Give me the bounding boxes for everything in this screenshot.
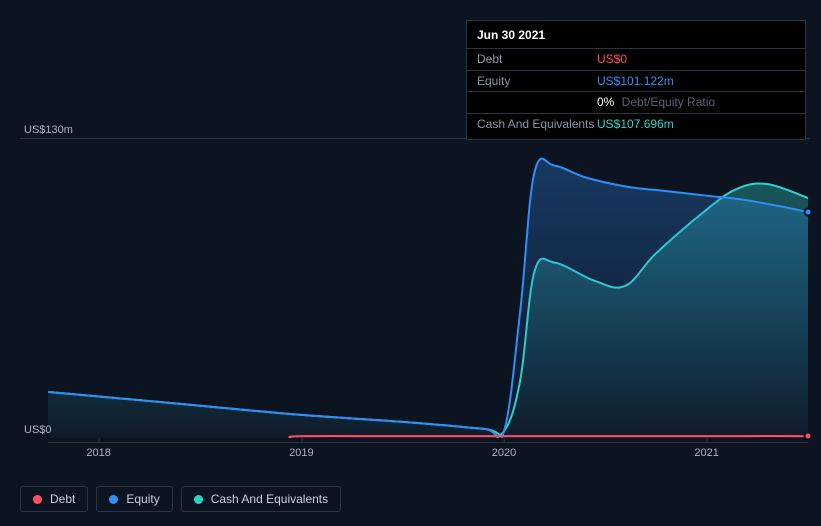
chart-legend: Debt Equity Cash And Equivalents [20, 486, 341, 512]
legend-item[interactable]: Equity [96, 486, 172, 512]
tooltip-row: DebtUS$0 [467, 48, 805, 70]
legend-item-label: Debt [50, 492, 75, 506]
series-area [48, 159, 808, 438]
x-axis-tick: 2018 [86, 443, 110, 459]
x-axis-tick-label: 2020 [492, 443, 516, 459]
tooltip-row: 0% Debt/Equity Ratio [467, 91, 805, 113]
tooltip-row-value: US$0 [597, 51, 627, 68]
x-axis-tick: 2021 [694, 443, 718, 459]
x-axis-tick-label: 2021 [694, 443, 718, 459]
x-axis-tick-label: 2019 [289, 443, 313, 459]
legend-dot-icon [33, 495, 42, 504]
tooltip-row-label: Cash And Equivalents [477, 116, 597, 133]
x-axis: 2018 2019 2020 2021 [48, 442, 808, 462]
x-axis-tick: 2020 [492, 443, 516, 459]
x-axis-tick-label: 2018 [86, 443, 110, 459]
legend-dot-icon [109, 495, 118, 504]
series-end-marker [804, 207, 813, 216]
legend-item[interactable]: Cash And Equivalents [181, 486, 341, 512]
tooltip-row-label [477, 94, 597, 111]
tooltip-row-label: Debt [477, 51, 597, 68]
chart-svg [48, 138, 808, 438]
tooltip-row-value: US$101.122m [597, 73, 674, 90]
tooltip-row-label: Equity [477, 73, 597, 90]
tooltip-date: Jun 30 2021 [467, 25, 805, 48]
legend-item[interactable]: Debt [20, 486, 88, 512]
plot-area[interactable] [48, 138, 808, 438]
tooltip-row: Cash And EquivalentsUS$107.696m [467, 113, 805, 135]
series-end-marker [804, 432, 813, 441]
chart-tooltip: Jun 30 2021 DebtUS$0EquityUS$101.122m0% … [466, 20, 806, 140]
debt-equity-chart[interactable]: US$130m US$0 2018201920202021 [20, 120, 810, 460]
tooltip-row-value: US$107.696m [597, 116, 674, 133]
tooltip-row: EquityUS$101.122m [467, 70, 805, 92]
tooltip-row-value: 0% Debt/Equity Ratio [597, 94, 715, 111]
tooltip-row-sublabel: Debt/Equity Ratio [618, 95, 715, 109]
legend-item-label: Equity [126, 492, 159, 506]
legend-dot-icon [194, 495, 203, 504]
y-axis-label-top: US$130m [24, 124, 73, 138]
legend-item-label: Cash And Equivalents [211, 492, 328, 506]
x-axis-tick: 2019 [289, 443, 313, 459]
